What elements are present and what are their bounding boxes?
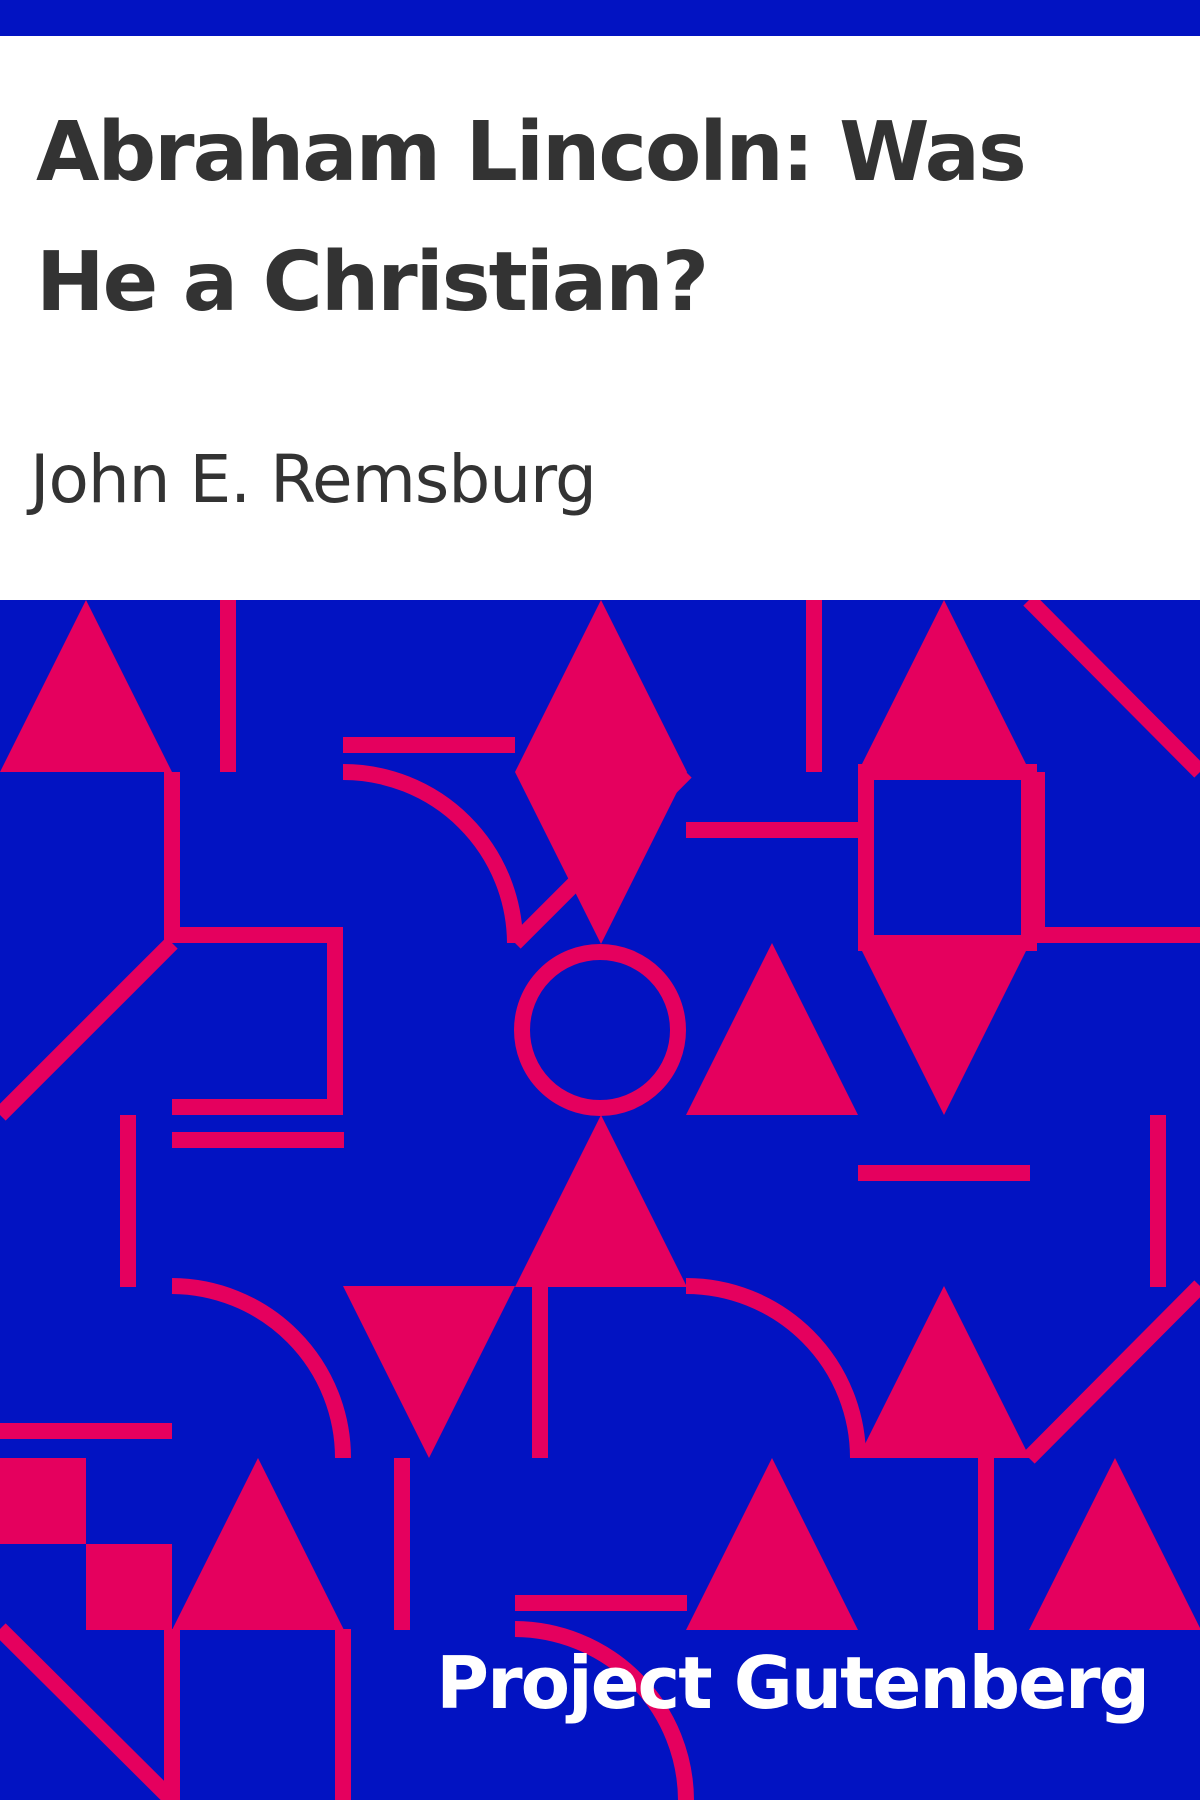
publisher-name: Project Gutenberg	[436, 1641, 1150, 1725]
diagonal-bar-icon	[1023, 1280, 1200, 1464]
diagonal-bar-icon	[509, 766, 692, 949]
diagonal-bar-icon	[0, 1623, 178, 1800]
quarter-arc-icon	[514, 1621, 694, 1800]
bar-icon	[1029, 772, 1200, 943]
bar-icon	[120, 1115, 136, 1287]
geometric-pattern	[0, 600, 1200, 1800]
book-author: John E. Remsburg	[30, 441, 597, 518]
triangle-up-icon	[172, 1458, 344, 1630]
quarter-arc-icon	[685, 1278, 866, 1459]
top-color-band	[0, 0, 1200, 36]
triangle-up-icon	[0, 600, 172, 772]
triangle-up-icon	[686, 943, 858, 1115]
square-icon	[86, 1544, 172, 1630]
triangle-down-icon	[343, 1286, 515, 1458]
triangle-up-icon	[858, 1286, 1030, 1458]
bar-icon	[806, 600, 822, 772]
bar-icon	[164, 772, 343, 1115]
diagonal-bar-icon	[0, 937, 178, 1121]
triangle-up-icon	[686, 1458, 858, 1630]
bar-icon	[1150, 1115, 1166, 1287]
quarter-arc-icon	[342, 764, 523, 944]
circle-ring-icon	[514, 944, 686, 1116]
square-icon	[0, 1458, 86, 1544]
bar-icon	[686, 822, 858, 838]
triangle-up-icon	[515, 600, 687, 772]
bar-icon	[858, 1165, 1030, 1181]
quarter-arc-icon	[171, 1278, 351, 1459]
bar-icon	[220, 600, 236, 772]
bar-icon	[394, 1458, 410, 1630]
bar-icon	[532, 1286, 548, 1458]
diagonal-bar-icon	[1023, 600, 1200, 778]
triangle-up-icon	[515, 1115, 687, 1287]
bar-icon	[515, 1595, 687, 1611]
bar-icon	[0, 1423, 172, 1439]
book-title: Abraham Lincoln: Was He a Christian?	[36, 105, 1027, 330]
triangle-down-icon	[858, 943, 1030, 1115]
bar-icon	[172, 1132, 344, 1148]
triangle-up-icon	[858, 600, 1030, 772]
bar-icon	[978, 1458, 994, 1630]
bar-icon	[343, 737, 515, 753]
triangle-up-icon	[1029, 1458, 1200, 1630]
